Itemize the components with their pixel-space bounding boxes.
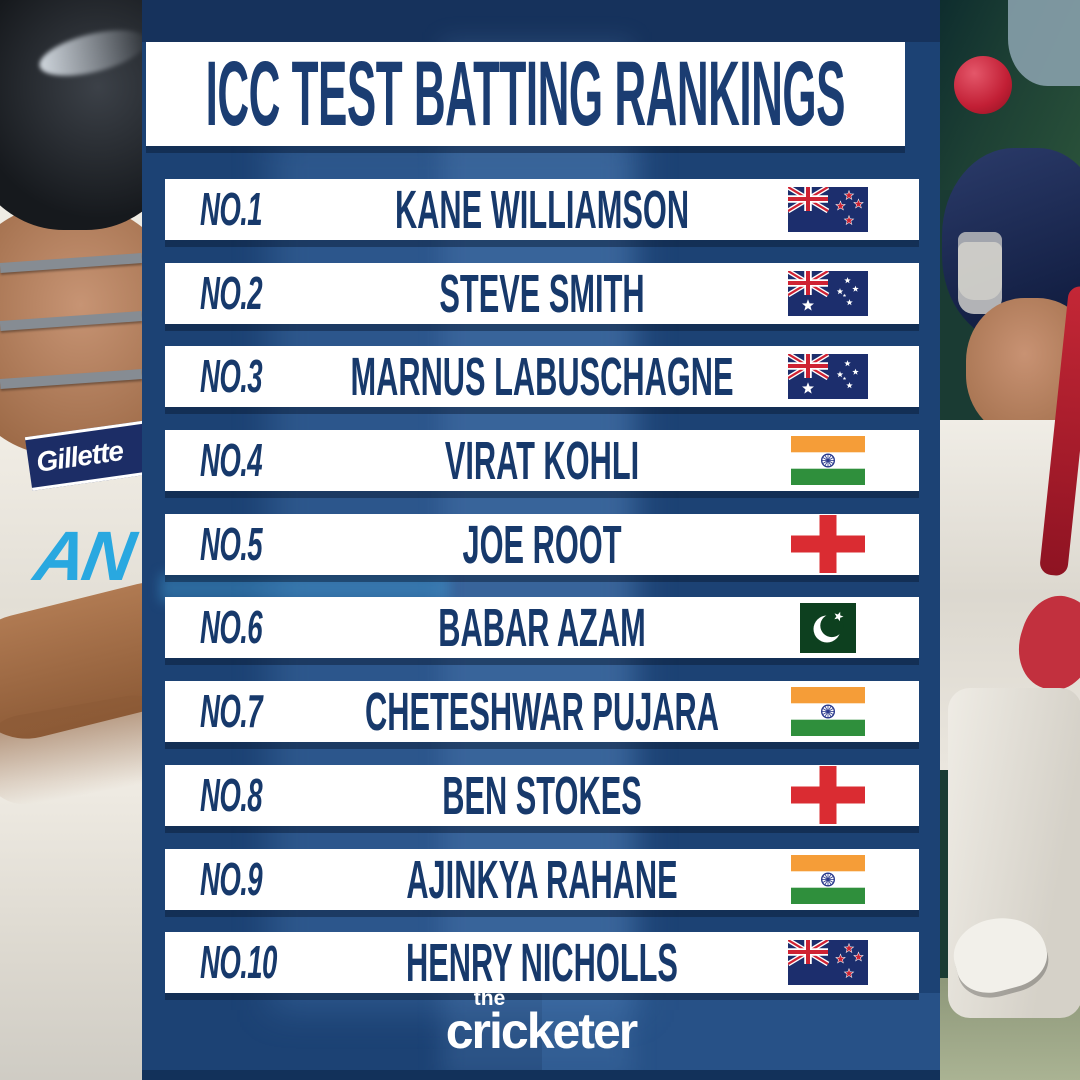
logo-the-text: the [473, 987, 506, 1010]
ranking-row: NO.6 BABAR AZAM [165, 597, 919, 659]
rank-label: NO.4 [200, 434, 263, 487]
rank-label: NO.2 [200, 266, 263, 319]
flag-australia-icon [788, 346, 868, 407]
rank-label: NO.10 [200, 936, 277, 989]
footer: the cricketer [142, 987, 940, 1060]
the-cricketer-logo: the cricketer [445, 987, 638, 1060]
flag-australia-icon [788, 263, 868, 324]
rank-label: NO.7 [200, 685, 263, 738]
bottom-navy-band [142, 1070, 940, 1080]
player-name: BABAR AZAM [438, 598, 646, 659]
red-cricket-ball [954, 56, 1012, 114]
gillette-sponsor-text: Gillette [34, 434, 125, 478]
flag-pakistan-icon [788, 597, 868, 658]
player-name: JOE ROOT [462, 514, 622, 575]
england-crest [958, 232, 1002, 314]
bottom-light-patch [542, 993, 940, 1080]
ranking-row: NO.3 MARNUS LABUSCHAGNE [165, 346, 919, 408]
anz-sponsor-text: AN [29, 517, 138, 595]
ranking-row: NO.10 HENRY NICHOLLS [165, 932, 919, 994]
page-title: ICC TEST BATTING RANKINGS [205, 42, 846, 145]
rank-label: NO.5 [200, 517, 263, 570]
sky-patch [1008, 0, 1080, 86]
ranking-row: NO.4 VIRAT KOHLI [165, 430, 919, 492]
flag-new-zealand-icon [788, 179, 868, 240]
ranking-row: NO.2 STEVE SMITH [165, 262, 919, 324]
player-name: AJINKYA RAHANE [406, 849, 678, 910]
rank-label: NO.1 [200, 183, 263, 235]
ranking-row: NO.7 CHETESHWAR PUJARA [165, 681, 919, 743]
flag-india-icon [788, 681, 868, 742]
rank-label: NO.8 [200, 768, 263, 821]
player-name: BEN STOKES [442, 765, 642, 826]
ranking-row: NO.9 AJINKYA RAHANE [165, 848, 919, 910]
ranking-row: NO.5 JOE ROOT [165, 513, 919, 575]
right-photo-batsman [940, 0, 1080, 1080]
flag-india-icon [788, 430, 868, 491]
ranking-row: NO.1 KANE WILLIAMSON [165, 179, 919, 240]
title-banner: ICC TEST BATTING RANKINGS [146, 42, 905, 146]
left-photo-batsman: Gillette AN [0, 0, 142, 1080]
player-name: HENRY NICHOLLS [406, 933, 678, 994]
player-name: CHETESHWAR PUJARA [364, 682, 720, 743]
flag-india-icon [788, 849, 868, 910]
rank-label: NO.9 [200, 852, 263, 905]
logo-cricketer-text: cricketer [445, 1003, 638, 1059]
player-name: KANE WILLIAMSON [394, 180, 690, 240]
rankings-list: NO.1 KANE WILLIAMSON NO.2 STEVE SMITH NO.3 MA… [165, 179, 919, 1016]
rank-label: NO.6 [200, 601, 263, 654]
rankings-panel: ICC TEST BATTING RANKINGS NO.1 KANE WILLI… [142, 0, 940, 1080]
cyan-glow-patch [160, 574, 450, 602]
player-name: MARNUS LABUSCHAGNE [350, 347, 734, 408]
player-name: VIRAT KOHLI [444, 431, 640, 492]
left-batsman-face [0, 205, 142, 455]
flag-new-zealand-icon [788, 932, 868, 993]
flag-england-icon [788, 514, 868, 575]
player-name: STEVE SMITH [439, 263, 645, 324]
top-navy-band [142, 0, 940, 42]
ranking-row: NO.8 BEN STOKES [165, 764, 919, 826]
rank-label: NO.3 [200, 350, 263, 403]
flag-england-icon [788, 765, 868, 826]
